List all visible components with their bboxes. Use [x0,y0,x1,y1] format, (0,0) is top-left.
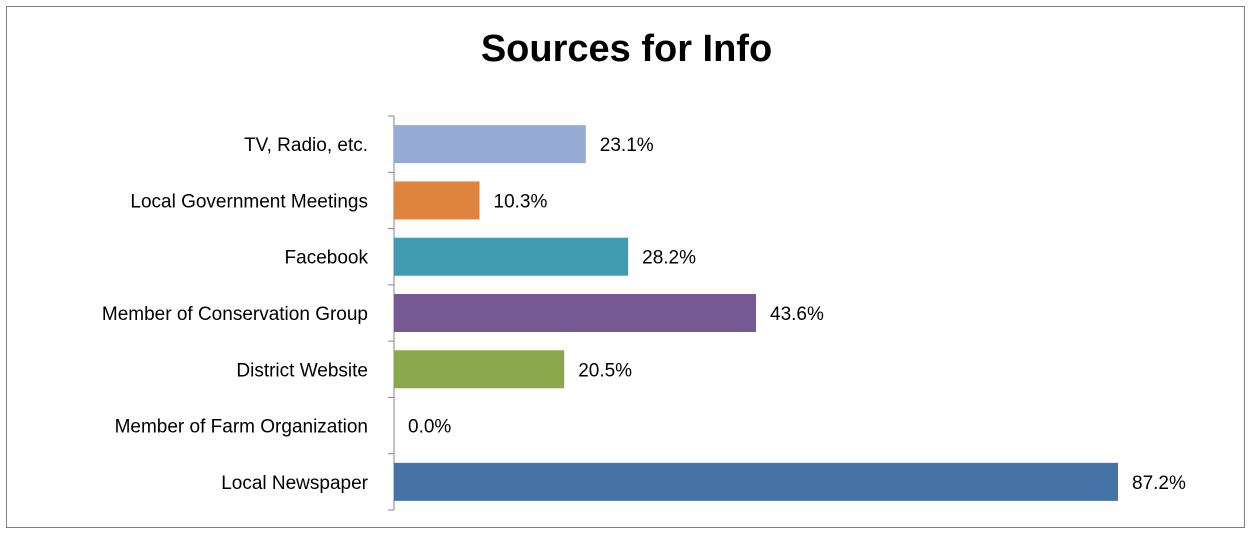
category-label: Member of Farm Organization [115,417,368,438]
bar [394,462,1118,501]
chart-title: Sources for Info [480,28,773,70]
value-label: 87.2% [1132,473,1186,494]
value-label: 10.3% [494,191,548,212]
bar [394,350,565,389]
value-label: 0.0% [408,417,451,438]
value-label: 23.1% [600,135,654,156]
category-axis [388,115,395,511]
bar [394,125,586,164]
category-label: District Website [236,360,368,381]
category-label: Facebook [285,248,369,269]
category-label: Local Government Meetings [130,191,368,212]
value-label: 20.5% [578,360,632,381]
category-label: Local Newspaper [221,473,368,494]
value-label: 28.2% [642,248,696,269]
value-label: 43.6% [770,304,824,325]
bar [394,237,629,276]
bars [394,125,1118,501]
bar [394,181,480,220]
labels: TV, Radio, etc. 23.1% Local Government Mee… [102,135,1186,494]
category-label: TV, Radio, etc. [244,135,368,156]
category-label: Member of Conservation Group [102,304,368,325]
bar [394,294,756,332]
